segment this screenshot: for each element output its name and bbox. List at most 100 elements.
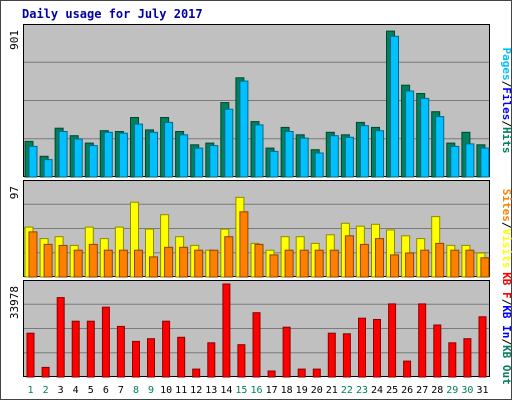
bar-sites-day-26 [405, 252, 415, 278]
x-tick-label-day-29: 29 [446, 385, 458, 396]
y-axis-max-label: 901 [8, 30, 21, 50]
bar-kb-f-day-31 [478, 316, 487, 378]
bar-sites-day-7 [118, 249, 128, 278]
x-tick-label-day-30: 30 [461, 385, 473, 396]
bar-files-day-24 [375, 130, 384, 178]
x-tick-label-day-3: 3 [58, 385, 64, 396]
bar-kb-f-day-11 [177, 336, 186, 378]
bar-kb-f-day-2 [41, 366, 50, 378]
bar-kb-f-day-5 [86, 320, 95, 378]
bar-kb-f-day-22 [342, 333, 351, 378]
bar-sites-day-18 [284, 249, 294, 278]
bar-kb-f-day-26 [403, 360, 412, 378]
x-tick-label-day-6: 6 [103, 385, 109, 396]
legend-item: Files [500, 87, 512, 120]
bar-kb-f-day-1 [26, 332, 35, 378]
x-tick-label-day-25: 25 [386, 385, 398, 396]
x-tick-label-day-28: 28 [431, 385, 443, 396]
bar-sites-day-13 [209, 249, 219, 278]
bar-sites-day-9 [149, 256, 158, 278]
bar-kb-f-day-6 [101, 306, 110, 378]
x-tick-label-day-14: 14 [220, 385, 232, 396]
bar-sites-day-14 [224, 236, 234, 278]
bar-sites-day-5 [88, 243, 98, 278]
bar-sites-day-24 [375, 238, 384, 278]
bar-files-day-6 [103, 131, 113, 178]
x-tick-label-day-1: 1 [27, 385, 33, 396]
right-legend: Sites/Visits [500, 189, 512, 269]
legend-item: Pages [500, 48, 512, 81]
bar-sites-day-4 [73, 249, 83, 278]
chart-title: Daily usage for July 2017 [22, 7, 203, 21]
x-tick-label-day-9: 9 [148, 385, 154, 396]
legend-item: KB In [500, 305, 512, 338]
x-tick-label-day-12: 12 [190, 385, 202, 396]
bar-sites-day-21 [329, 249, 339, 278]
legend-separator: / [500, 81, 512, 88]
bar-kb-f-day-27 [418, 303, 427, 378]
bar-files-day-16 [254, 124, 264, 178]
bar-sites-day-17 [269, 254, 279, 278]
legend-separator: / [500, 120, 512, 127]
bar-kb-f-day-8 [132, 340, 140, 378]
bar-files-day-14 [224, 108, 234, 178]
bar-files-day-12 [194, 147, 204, 178]
bar-sites-day-15 [239, 211, 249, 278]
legend-item: KB F [500, 272, 512, 299]
bar-files-day-22 [344, 136, 354, 178]
bar-kb-f-day-13 [207, 342, 216, 378]
bar-kb-f-day-19 [297, 368, 306, 378]
bar-kb-f-day-4 [71, 320, 80, 378]
legend-separator: / [500, 299, 512, 306]
x-tick-label-day-17: 17 [266, 385, 278, 396]
x-tick-label-day-8: 8 [133, 385, 139, 396]
bar-sites-day-20 [314, 249, 324, 278]
bar-sites-day-6 [103, 249, 113, 278]
y-axis-max-label: 33978 [8, 286, 21, 319]
legend-item: Visits [500, 229, 512, 269]
bar-files-day-29 [450, 145, 460, 178]
x-tick-label-day-4: 4 [73, 385, 79, 396]
bar-files-day-19 [299, 137, 309, 178]
x-tick-label-day-15: 15 [235, 385, 247, 396]
bar-files-day-31 [480, 147, 490, 178]
x-tick-label-day-21: 21 [326, 385, 338, 396]
bar-sites-day-1 [28, 231, 38, 278]
x-tick-label-day-2: 2 [43, 385, 49, 396]
bar-files-day-4 [73, 138, 83, 178]
x-tick-label-day-18: 18 [281, 385, 293, 396]
x-tick-label-day-26: 26 [401, 385, 413, 396]
bar-sites-day-3 [58, 244, 68, 278]
bar-kb-f-day-18 [282, 326, 291, 378]
legend-item: Sites [500, 189, 512, 222]
bar-sites-day-28 [435, 242, 445, 278]
bar-files-day-1 [28, 145, 38, 178]
legend-item: Hits [500, 127, 512, 154]
bar-sites-day-29 [450, 249, 460, 278]
bar-sites-day-25 [390, 254, 399, 278]
x-tick-label-day-31: 31 [476, 385, 488, 396]
bar-kb-f-day-12 [192, 368, 201, 378]
bar-files-day-5 [88, 145, 98, 178]
x-tick-label-day-13: 13 [205, 385, 217, 396]
x-axis-day-labels: 1 2 3 4 5 6 7 8 9 10 11 12 13 14 15 16 17 18 19 20 21 22 23 24 2… [27, 385, 488, 396]
right-legend: KB F/KB In/KB Out [500, 272, 512, 385]
legend-item: KB Out [500, 345, 512, 385]
x-tick-label-day-20: 20 [311, 385, 323, 396]
bar-sites-day-22 [344, 235, 354, 278]
bar-files-day-26 [405, 90, 415, 178]
bar-sites-day-2 [43, 243, 53, 278]
x-tick-label-day-5: 5 [88, 385, 94, 396]
x-tick-label-day-16: 16 [250, 385, 262, 396]
x-tick-label-day-27: 27 [416, 385, 428, 396]
bar-sites-day-30 [465, 249, 475, 278]
legend-separator: / [500, 222, 512, 229]
bar-files-day-3 [58, 131, 68, 178]
x-tick-label-day-22: 22 [341, 385, 353, 396]
bar-files-day-23 [359, 125, 369, 178]
bar-files-day-2 [43, 159, 53, 178]
bar-files-day-21 [329, 135, 339, 178]
